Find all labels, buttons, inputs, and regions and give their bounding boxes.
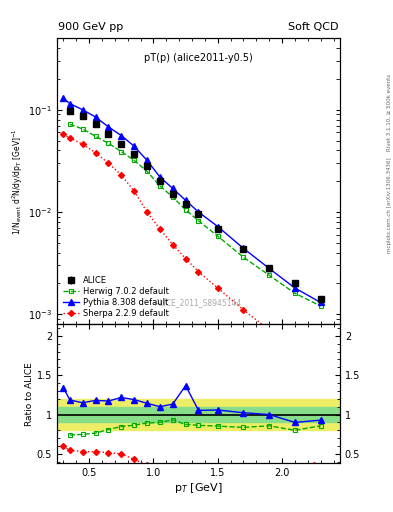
X-axis label: p$_{T}$ [GeV]: p$_{T}$ [GeV] [174,481,223,495]
Sherpa 2.2.9 default [196,269,201,275]
Pythia 8.308 default [171,185,175,191]
Sherpa 2.2.9 default [132,188,136,194]
Pythia 8.308 default [215,223,220,229]
Line: Sherpa 2.2.9 default: Sherpa 2.2.9 default [61,132,323,367]
Pythia 8.308 default [292,285,297,291]
Sherpa 2.2.9 default [93,150,98,156]
Sherpa 2.2.9 default [241,307,246,313]
Pythia 8.308 default [145,157,149,163]
Herwig 7.0.2 default [318,303,323,309]
Pythia 8.308 default [241,245,246,251]
Sherpa 2.2.9 default [183,255,188,262]
Pythia 8.308 default [132,143,136,150]
Sherpa 2.2.9 default [215,285,220,291]
Sherpa 2.2.9 default [61,131,66,137]
Herwig 7.0.2 default [119,148,124,155]
Herwig 7.0.2 default [68,121,72,127]
Sherpa 2.2.9 default [171,242,175,248]
Herwig 7.0.2 default [183,207,188,213]
Herwig 7.0.2 default [93,133,98,139]
Herwig 7.0.2 default [292,290,297,296]
Pythia 8.308 default [318,300,323,306]
Y-axis label: 1/N$_{\mathrm{event}}$ d$^2$N/dy/dp$_{T}$ [GeV]$^{-1}$: 1/N$_{\mathrm{event}}$ d$^2$N/dy/dp$_{T}… [11,128,26,234]
Sherpa 2.2.9 default [68,135,72,141]
Line: Pythia 8.308 default: Pythia 8.308 default [61,95,323,305]
Text: pT(p) (alice2011-y0.5): pT(p) (alice2011-y0.5) [144,53,253,62]
Sherpa 2.2.9 default [292,347,297,353]
Text: ALICE_2011_S8945144: ALICE_2011_S8945144 [155,298,242,307]
Text: Rivet 3.1.10, ≥ 500k events: Rivet 3.1.10, ≥ 500k events [387,74,392,151]
Legend: ALICE, Herwig 7.0.2 default, Pythia 8.308 default, Sherpa 2.2.9 default: ALICE, Herwig 7.0.2 default, Pythia 8.30… [61,274,170,320]
Text: 900 GeV pp: 900 GeV pp [58,22,123,32]
Pythia 8.308 default [119,133,124,139]
Herwig 7.0.2 default [171,194,175,200]
Sherpa 2.2.9 default [80,141,85,147]
Herwig 7.0.2 default [145,168,149,175]
Text: Soft QCD: Soft QCD [288,22,339,32]
Sherpa 2.2.9 default [158,226,162,232]
Herwig 7.0.2 default [196,218,201,224]
Herwig 7.0.2 default [215,233,220,239]
Herwig 7.0.2 default [80,126,85,132]
Sherpa 2.2.9 default [318,361,323,368]
Line: Herwig 7.0.2 default: Herwig 7.0.2 default [68,122,323,308]
Herwig 7.0.2 default [241,254,246,261]
Herwig 7.0.2 default [158,183,162,189]
Sherpa 2.2.9 default [267,327,272,333]
Y-axis label: Ratio to ALICE: Ratio to ALICE [25,362,34,425]
Text: mcplots.cern.ch [arXiv:1306.3436]: mcplots.cern.ch [arXiv:1306.3436] [387,157,392,252]
Pythia 8.308 default [80,106,85,113]
Pythia 8.308 default [196,209,201,215]
Pythia 8.308 default [267,265,272,271]
Pythia 8.308 default [106,124,111,130]
Herwig 7.0.2 default [267,272,272,279]
Sherpa 2.2.9 default [106,160,111,166]
Pythia 8.308 default [68,100,72,106]
Bar [57,399,340,430]
Pythia 8.308 default [61,95,66,101]
Herwig 7.0.2 default [106,140,111,146]
Herwig 7.0.2 default [132,157,136,163]
Pythia 8.308 default [93,114,98,120]
Pythia 8.308 default [183,197,188,203]
Bar [57,407,340,422]
Pythia 8.308 default [158,174,162,180]
Sherpa 2.2.9 default [145,209,149,215]
Sherpa 2.2.9 default [119,172,124,178]
